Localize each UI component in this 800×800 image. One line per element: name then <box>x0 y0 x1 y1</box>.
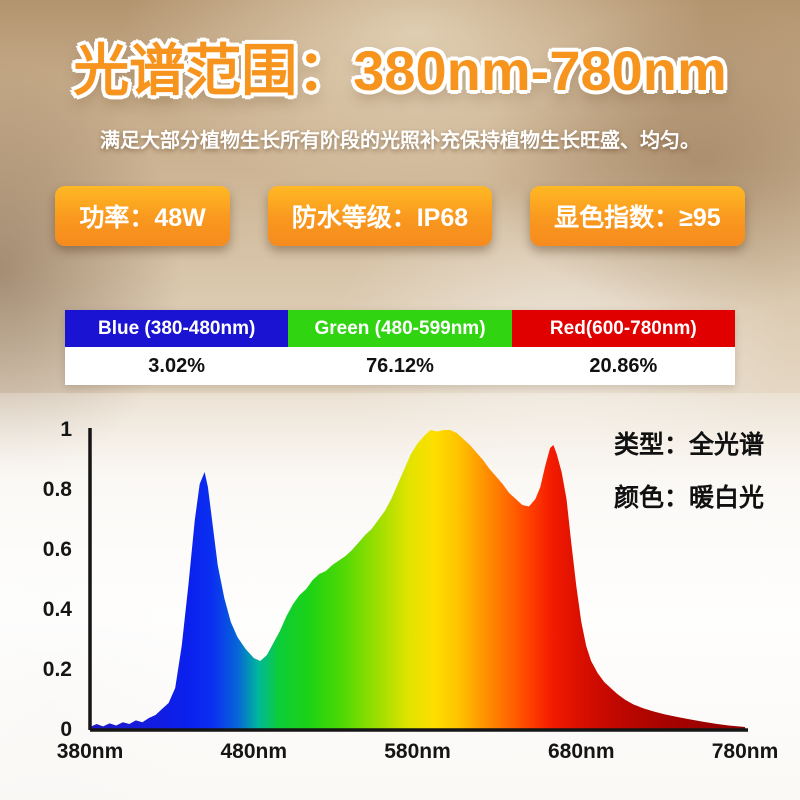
x-tick-label: 680nm <box>547 740 615 763</box>
y-tick-label: 1 <box>60 418 72 441</box>
chart-annotations: 类型：全光谱 颜色：暖白光 <box>614 419 764 525</box>
y-tick-label: 0.8 <box>42 478 72 501</box>
spectrum-ratio-table: Blue (380-480nm) Green (480-599nm) Red(6… <box>65 310 735 385</box>
annotation-type: 类型：全光谱 <box>613 431 764 459</box>
x-tick-label: 480nm <box>220 740 288 763</box>
y-tick-label: 0 <box>60 718 72 741</box>
table-value-red: 20.86% <box>589 354 658 377</box>
table-header-blue: Blue (380-480nm) <box>65 310 289 347</box>
annotation-color: 颜色：暖白光 <box>613 484 764 512</box>
y-tick-label: 0.2 <box>42 658 72 681</box>
badge-waterproof-rating: 防水等级：IP68 <box>267 186 493 246</box>
page-title: 光谱范围：380nm-780nm <box>73 39 727 102</box>
badge-power: 功率：48W <box>55 186 230 246</box>
table-value-green: 76.12% <box>366 354 434 377</box>
table-header-green: Green (480-599nm) <box>288 310 512 347</box>
x-tick-label: 580nm <box>384 740 451 763</box>
spec-badges: 功率：48W 防水等级：IP68 显色指数：≥95 <box>0 186 800 246</box>
table-value-blue: 3.02% <box>148 354 206 377</box>
spectrum-table-header-row: Blue (380-480nm) Green (480-599nm) Red(6… <box>65 310 735 347</box>
y-tick-label: 0.4 <box>42 598 72 621</box>
x-tick-label: 380nm <box>56 740 124 763</box>
table-header-red: Red(600-780nm) <box>511 310 735 347</box>
spectrum-chart <box>88 428 748 732</box>
subtitle: 满足大部分植物生长所有阶段的光照补充保持植物生长旺盛、均匀。 <box>100 130 700 152</box>
badge-cri: 显色指数：≥95 <box>530 186 745 246</box>
x-tick-label: 780nm <box>711 740 779 763</box>
spectrum-table-value-row: 3.02% 76.12% 20.86% <box>65 347 735 385</box>
spectrum-area <box>90 430 745 730</box>
y-tick-label: 0.6 <box>42 538 72 561</box>
